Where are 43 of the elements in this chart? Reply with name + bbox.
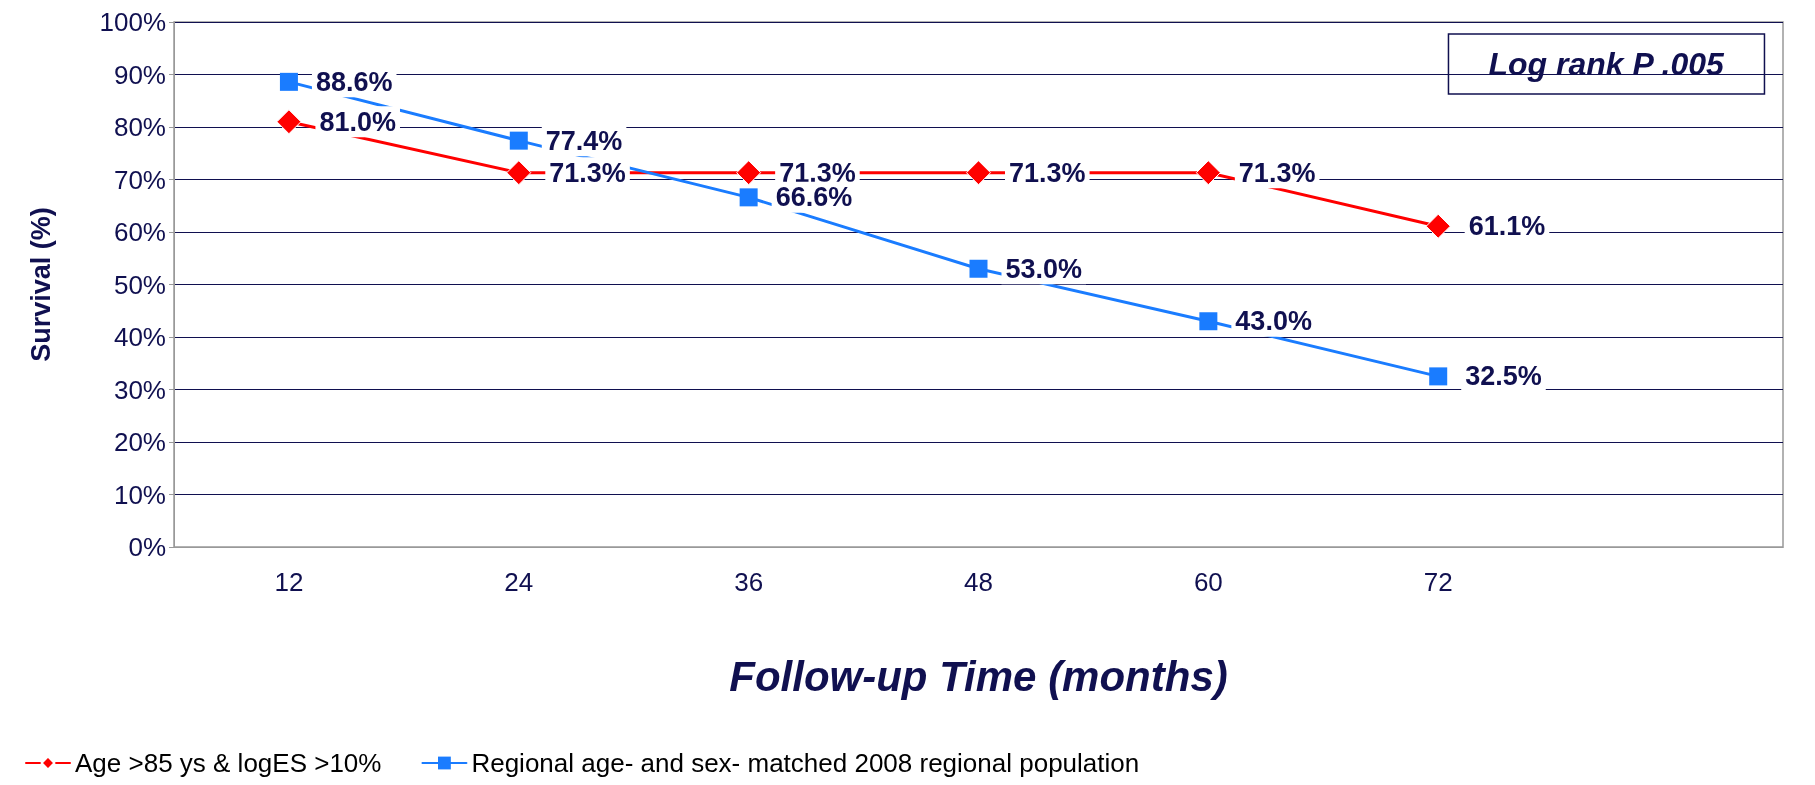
point xyxy=(1195,160,1221,186)
data-label: 81.0% xyxy=(319,106,396,137)
data-label: 43.0% xyxy=(1235,306,1312,337)
y-tick-label: 50% xyxy=(113,269,166,300)
point xyxy=(1429,367,1448,386)
x-tick-label: 60 xyxy=(1193,567,1223,597)
x-tick-label: 72 xyxy=(1423,567,1453,597)
point xyxy=(276,109,302,135)
y-tick-label: 100% xyxy=(99,7,166,37)
y-tick-label: 40% xyxy=(113,322,166,352)
x-tick-label: 36 xyxy=(734,567,764,597)
y-tick-label: 80% xyxy=(113,112,166,142)
y-tick-label: 20% xyxy=(113,427,166,457)
data-label: 88.6% xyxy=(315,66,393,97)
y-tick-label: 60% xyxy=(113,217,166,247)
x-tick-label: 12 xyxy=(274,567,304,597)
data-label: 71.3% xyxy=(549,157,626,188)
point xyxy=(966,160,991,186)
y-tick-label: 90% xyxy=(113,59,166,90)
point xyxy=(506,160,532,186)
x-tick-label: 24 xyxy=(504,567,534,597)
point xyxy=(736,160,762,186)
point xyxy=(279,72,298,91)
x-tick-label: 48 xyxy=(964,567,993,597)
point xyxy=(1199,312,1218,331)
x-axis-title: Follow-up Time (months) xyxy=(729,652,1228,700)
data-label: 53.0% xyxy=(1005,253,1083,284)
data-label: 71.3% xyxy=(1009,157,1086,188)
y-axis-title: Survival (%) xyxy=(25,207,56,362)
point xyxy=(1425,213,1451,239)
y-tick-label: 0% xyxy=(128,532,166,562)
point xyxy=(509,131,528,150)
y-tick-label: 70% xyxy=(113,164,166,195)
legend-label: Age >85 ys & logES >10% xyxy=(75,748,382,778)
data-label: 71.3% xyxy=(1238,157,1316,188)
legend-label: Regional age- and sex- matched 2008 regional population xyxy=(471,748,1140,778)
data-label: 32.5% xyxy=(1465,361,1542,392)
point xyxy=(969,259,988,278)
y-tick-label: 10% xyxy=(113,479,166,510)
y-tick-label: 30% xyxy=(113,374,166,405)
data-label: 77.4% xyxy=(545,125,623,156)
data-label: 61.1% xyxy=(1468,211,1546,242)
point xyxy=(739,188,758,207)
